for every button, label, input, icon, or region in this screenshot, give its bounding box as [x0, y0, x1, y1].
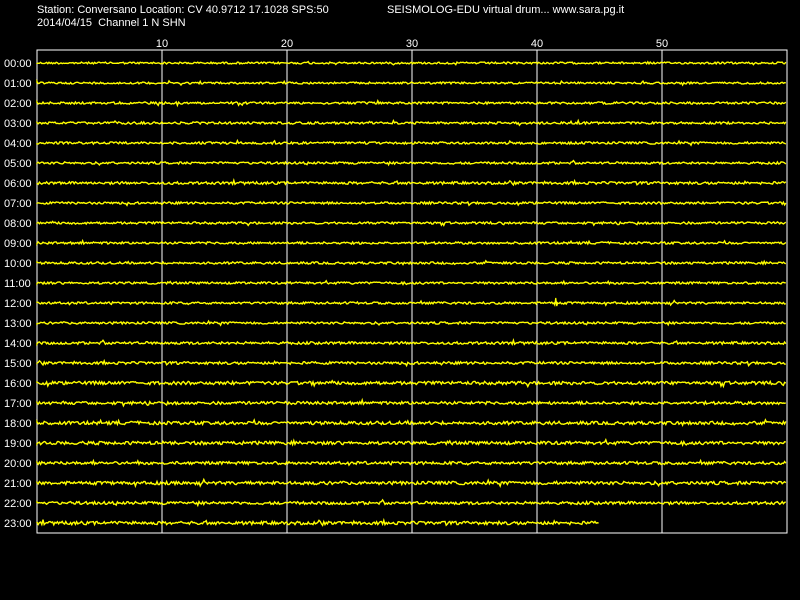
row-time-label: 13:00 — [4, 318, 32, 330]
trace-0700 — [36, 200, 787, 207]
trace-2300 — [36, 517, 599, 527]
row-time-label: 08:00 — [4, 218, 32, 230]
row-time-label: 14:00 — [4, 338, 32, 350]
row-time-label: 12:00 — [4, 298, 32, 310]
row-time-label: 03:00 — [4, 118, 32, 130]
trace-0600 — [36, 177, 787, 187]
x-tick-label: 10 — [156, 38, 168, 50]
row-time-label: 11:00 — [4, 278, 31, 290]
row-time-label: 02:00 — [4, 98, 32, 110]
trace-1300 — [36, 319, 786, 327]
trace-1400 — [36, 337, 787, 347]
trace-1800 — [36, 418, 787, 427]
trace-1200 — [36, 299, 787, 307]
row-time-label: 09:00 — [4, 238, 32, 250]
trace-1900 — [36, 438, 786, 448]
trace-0800 — [36, 220, 787, 227]
row-time-label: 00:00 — [4, 58, 32, 70]
trace-0200 — [36, 99, 787, 108]
row-time-label: 06:00 — [4, 178, 32, 190]
x-tick-label: 40 — [531, 38, 543, 50]
row-time-label: 18:00 — [4, 418, 32, 430]
trace-0400 — [36, 138, 787, 147]
row-time-label: 23:00 — [4, 518, 32, 530]
row-time-label: 01:00 — [4, 78, 32, 90]
trace-1600 — [36, 379, 787, 389]
trace-2000 — [36, 458, 787, 467]
row-time-label: 19:00 — [4, 438, 32, 450]
row-time-label: 07:00 — [4, 198, 32, 210]
trace-2100 — [36, 477, 787, 489]
row-time-label: 10:00 — [4, 258, 32, 270]
trace-1100 — [36, 279, 786, 286]
trace-2200 — [36, 498, 786, 508]
trace-1500 — [36, 358, 786, 368]
x-tick-label: 30 — [406, 38, 418, 50]
app-title: SEISMOLOG-EDU virtual drum... www.sara.p… — [387, 4, 625, 16]
trace-1700 — [36, 397, 786, 408]
row-time-label: 15:00 — [4, 358, 32, 370]
row-time-label: 20:00 — [4, 458, 32, 470]
trace-0900 — [36, 238, 787, 246]
row-time-label: 21:00 — [4, 478, 32, 490]
row-time-label: 05:00 — [4, 158, 32, 170]
row-time-label: 16:00 — [4, 378, 32, 390]
event-spike — [553, 297, 559, 307]
station-info: Station: Conversano Location: CV 40.9712… — [37, 4, 329, 16]
trace-1000 — [36, 259, 787, 266]
row-time-label: 04:00 — [4, 138, 32, 150]
date-channel-info: 2014/04/15 Channel 1 N SHN — [37, 17, 186, 29]
trace-0000 — [36, 60, 787, 66]
trace-0500 — [36, 159, 787, 167]
x-tick-label: 50 — [656, 38, 668, 50]
trace-0300 — [36, 118, 787, 127]
row-time-label: 17:00 — [4, 398, 32, 410]
trace-0100 — [36, 78, 786, 87]
x-tick-label: 20 — [281, 38, 293, 50]
row-time-label: 22:00 — [4, 498, 32, 510]
